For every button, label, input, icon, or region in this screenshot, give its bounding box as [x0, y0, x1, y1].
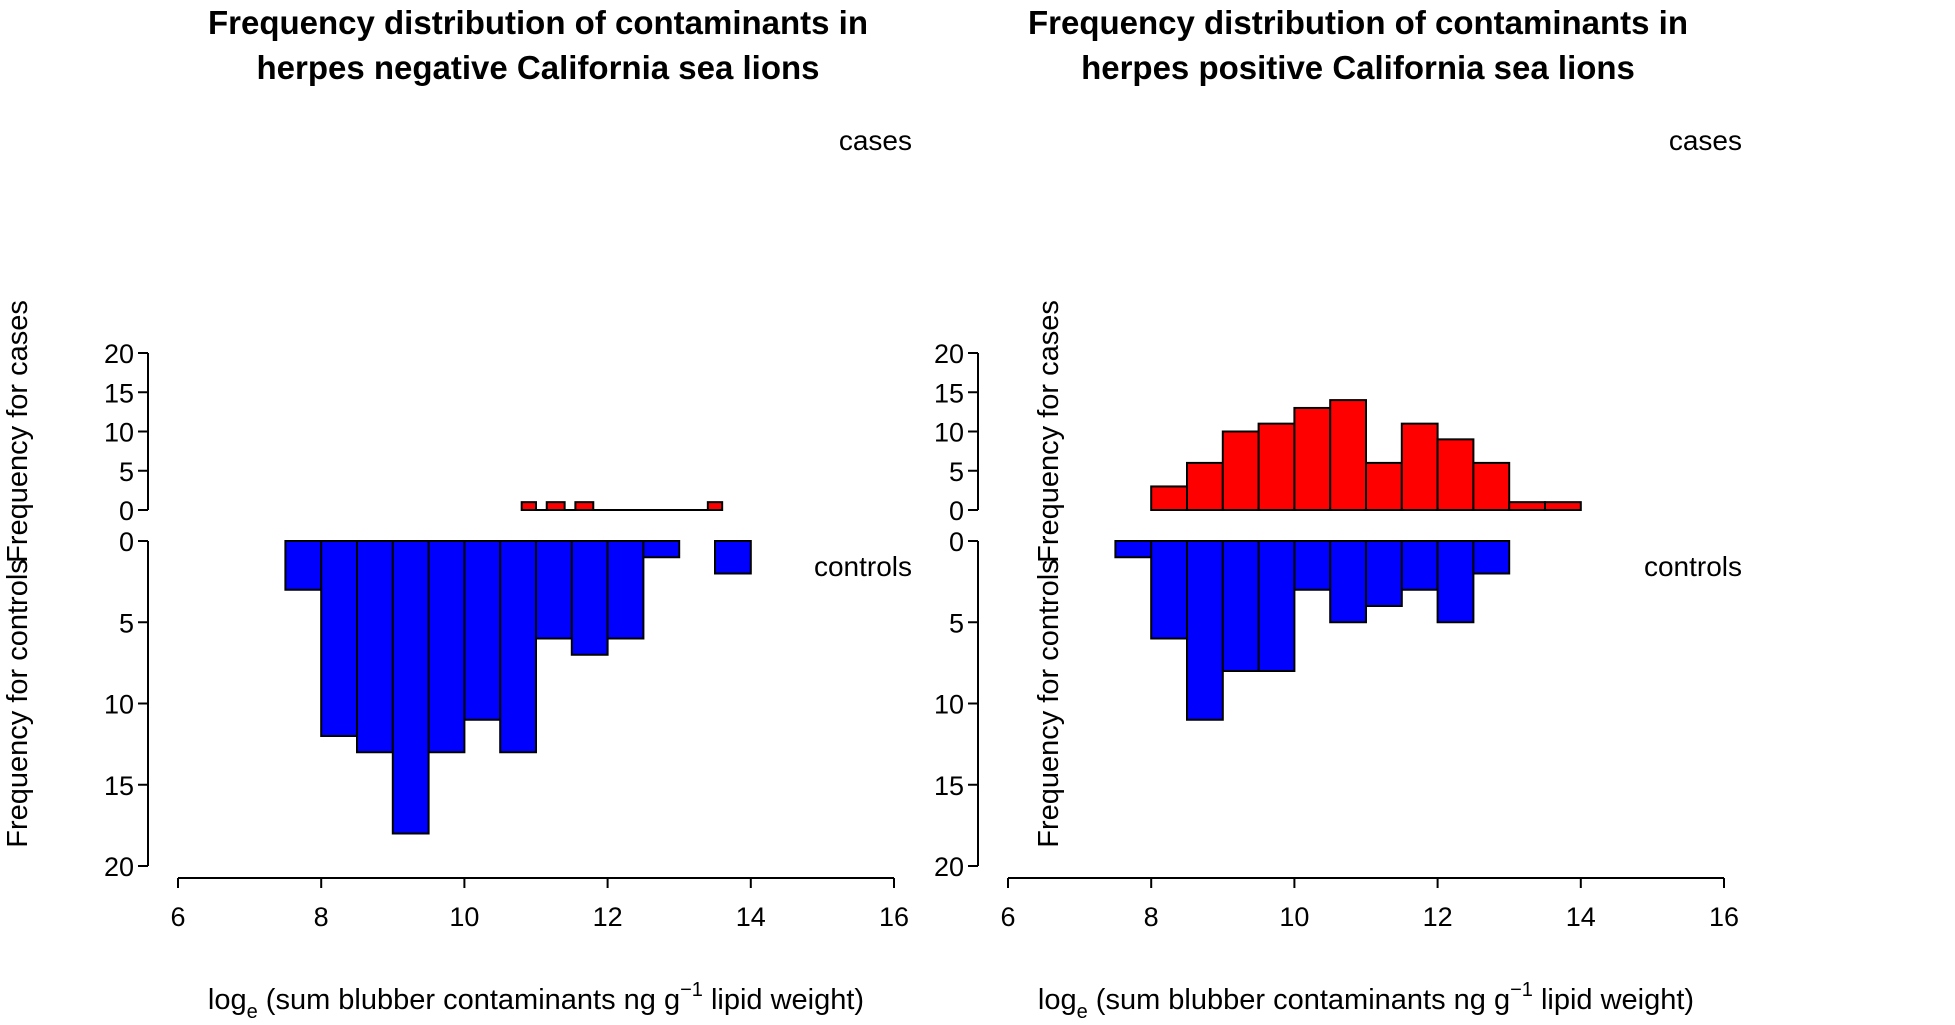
y-axis-label-cases: Frequency for cases [2, 300, 34, 563]
control-bar-5 [1293, 540, 1332, 591]
x-tick-label-10: 10 [1279, 902, 1309, 932]
case-bar-0 [1150, 485, 1188, 512]
x-tick-label-12: 12 [1423, 902, 1453, 932]
y-tick-label-bottom-0: 0 [949, 527, 964, 557]
control-bar-4 [1257, 540, 1296, 672]
control-bar-1 [1150, 540, 1188, 640]
y-tick-label-top-0: 0 [119, 496, 134, 526]
x-tick-label-8: 8 [1144, 902, 1159, 932]
y-tick-label-top-15: 15 [934, 378, 964, 408]
chart-title-line-2: herpes negative California sea lions [256, 49, 819, 86]
y-axis-label-cases: Frequency for cases [1033, 300, 1065, 563]
x-axis-label-sup: −1 [680, 979, 703, 1001]
label-controls: controls [1644, 551, 1742, 582]
case-bar-2 [574, 501, 595, 511]
label-cases: cases [839, 125, 912, 156]
x-axis-label-sub: e [1077, 1001, 1088, 1023]
chart-title-line-1: Frequency distribution of contaminants i… [208, 4, 868, 41]
x-tick-label-6: 6 [1000, 902, 1015, 932]
x-axis-label-suffix: lipid weight) [703, 984, 864, 1016]
case-bar-1 [545, 501, 566, 511]
y-tick-label-top-20: 20 [104, 339, 134, 369]
x-tick-label-12: 12 [593, 902, 623, 932]
case-bar-1 [1186, 461, 1224, 511]
case-bar-8 [1436, 438, 1475, 512]
control-bar-7 [535, 540, 573, 640]
control-bar-4 [427, 540, 466, 754]
case-bar-10 [1508, 501, 1546, 511]
case-bar-3 [1257, 422, 1296, 511]
y-tick-label-bottom-10: 10 [104, 690, 134, 720]
y-tick-label-top-5: 5 [949, 457, 964, 487]
x-axis-label-main: (sum blubber contaminants ng g [1088, 984, 1510, 1016]
x-tick-label-8: 8 [314, 902, 329, 932]
control-bar-9 [606, 540, 645, 640]
x-tick-label-14: 14 [1566, 902, 1596, 932]
y-tick-label-bottom-20: 20 [934, 852, 964, 882]
panel-herpes-positive: Frequency distribution of contaminants i… [934, 4, 1742, 1023]
control-bar-8 [570, 540, 609, 656]
y-tick-label-bottom-10: 10 [934, 690, 964, 720]
control-bar-10 [1472, 540, 1511, 575]
control-bar-5 [463, 540, 502, 721]
x-axis-label-log: log [1038, 984, 1077, 1016]
x-tick-label-14: 14 [736, 902, 766, 932]
label-controls: controls [814, 551, 912, 582]
y-axis-label-controls: Frequency for controls [1033, 559, 1065, 848]
y-tick-label-bottom-15: 15 [104, 771, 134, 801]
control-bar-1 [320, 540, 359, 737]
case-bar-9 [1472, 461, 1511, 511]
control-bar-8 [1400, 540, 1439, 591]
case-bar-6 [1365, 461, 1403, 511]
x-axis-label-sub: e [247, 1001, 258, 1023]
case-bar-3 [706, 501, 724, 511]
y-tick-label-top-10: 10 [934, 418, 964, 448]
y-tick-label-bottom-0: 0 [119, 527, 134, 557]
chart-title-line-1: Frequency distribution of contaminants i… [1028, 4, 1688, 41]
control-bar-0 [1114, 540, 1153, 559]
y-tick-label-top-15: 15 [104, 378, 134, 408]
x-axis-label: loge (sum blubber contaminants ng g−1 li… [1038, 979, 1694, 1023]
control-bar-2 [1186, 540, 1224, 721]
x-axis-label-log: log [208, 984, 247, 1016]
panel-herpes-negative: Frequency distribution of contaminants i… [2, 4, 912, 1023]
y-tick-label-top-20: 20 [934, 339, 964, 369]
y-axis-label-controls: Frequency for controls [2, 559, 34, 848]
case-bar-5 [1329, 399, 1367, 512]
control-bar-12 [714, 540, 752, 575]
y-tick-label-top-10: 10 [104, 418, 134, 448]
y-tick-label-bottom-5: 5 [119, 608, 134, 638]
label-cases: cases [1669, 125, 1742, 156]
case-bar-2 [1221, 430, 1260, 511]
x-axis-label-main: (sum blubber contaminants ng g [258, 984, 680, 1016]
x-axis-label-sup: −1 [1510, 979, 1533, 1001]
control-bar-6 [499, 540, 538, 754]
control-bar-3 [1221, 540, 1260, 672]
control-bar-2 [356, 540, 394, 754]
control-bar-3 [391, 540, 430, 835]
x-axis-label: loge (sum blubber contaminants ng g−1 li… [208, 979, 864, 1023]
control-bar-7 [1365, 540, 1403, 607]
control-bar-10 [642, 540, 681, 559]
x-tick-label-16: 16 [1709, 902, 1739, 932]
control-bar-6 [1329, 540, 1367, 624]
x-axis-label-suffix: lipid weight) [1533, 984, 1694, 1016]
y-tick-label-top-0: 0 [949, 496, 964, 526]
control-bar-0 [284, 540, 323, 591]
x-tick-label-6: 6 [170, 902, 185, 932]
x-tick-label-16: 16 [879, 902, 909, 932]
case-bar-0 [520, 501, 537, 511]
control-bar-9 [1436, 540, 1475, 624]
case-bar-7 [1400, 422, 1439, 511]
chart-title-line-2: herpes positive California sea lions [1081, 49, 1635, 86]
case-bar-4 [1293, 406, 1332, 512]
y-tick-label-bottom-15: 15 [934, 771, 964, 801]
case-bar-11 [1544, 501, 1582, 511]
y-tick-label-bottom-20: 20 [104, 852, 134, 882]
x-tick-label-10: 10 [449, 902, 479, 932]
y-tick-label-top-5: 5 [119, 457, 134, 487]
y-tick-label-bottom-5: 5 [949, 608, 964, 638]
